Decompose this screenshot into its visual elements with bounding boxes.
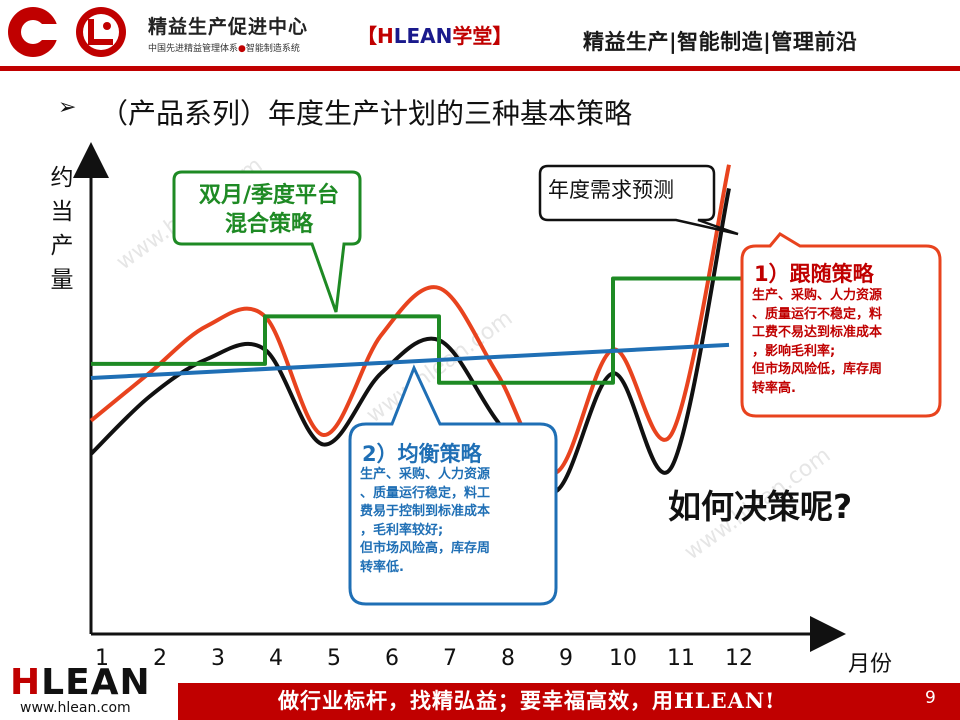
x-tick-label: 12	[725, 646, 753, 671]
demand-forecast-callout	[538, 164, 739, 236]
chase-strategy-description: 生产、采购、人力资源 、质量运行不稳定，料 工费不易达到标准成本 ，影响毛利率;…	[752, 288, 883, 396]
slide-title: （产品系列）年度生产计划的三种基本策略	[100, 97, 633, 130]
page-number: 9	[925, 688, 936, 708]
series-line-3	[91, 276, 787, 385]
level-strategy-title: 2）均衡策略	[362, 442, 482, 466]
y-axis-label-char: 产	[50, 233, 74, 259]
x-tick-label: 7	[443, 646, 457, 671]
footer-url: www.hlean.com	[20, 700, 131, 716]
footer-slogan: 做行业标杆，找精弘益；要幸福高效，用HLEAN!	[278, 688, 776, 713]
footer-bar	[178, 683, 960, 720]
demand-forecast-label: 年度需求预测	[548, 178, 674, 202]
hlean-school-tag: 【HLEAN学堂】	[357, 24, 513, 48]
x-tick-label: 2	[153, 646, 167, 671]
org-tagline: 中国先进精益管理体系●智能制造系统	[148, 44, 300, 54]
x-tick-label: 5	[327, 646, 341, 671]
x-tick-label: 8	[501, 646, 515, 671]
org-name: 精益生产促进中心	[148, 16, 309, 38]
chase-strategy-callout	[740, 232, 942, 418]
level-strategy-callout	[348, 364, 558, 606]
y-axis-label-char: 当	[50, 199, 74, 225]
logo-icon	[8, 7, 126, 57]
chart-axes	[73, 142, 846, 652]
x-tick-label: 3	[211, 646, 225, 671]
chase-strategy-title: 1）跟随策略	[754, 262, 874, 286]
header-divider	[0, 66, 960, 71]
footer-logo: HLEAN	[10, 662, 151, 703]
x-tick-label: 10	[609, 646, 637, 671]
header-slogan: 精益生产|智能制造|管理前沿	[583, 30, 858, 54]
mixed-strategy-title: 双月/季度平台 混合策略	[198, 183, 340, 237]
decision-question: 如何决策呢?	[668, 487, 853, 526]
series-line-4	[90, 342, 730, 381]
bullet-arrow-icon: ➢	[58, 95, 77, 120]
series-line-1	[89, 188, 731, 495]
x-tick-label: 1	[95, 646, 109, 671]
mixed-strategy-callout	[172, 170, 362, 313]
x-tick-label: 9	[559, 646, 573, 671]
series-line-2	[89, 164, 731, 475]
level-strategy-description: 生产、采购、人力资源 、质量运行稳定，料工 费易于控制到标准成本 ，毛利率较好;…	[360, 467, 491, 575]
y-axis-label-char: 量	[50, 267, 74, 293]
x-tick-label: 4	[269, 646, 283, 671]
x-tick-label: 11	[667, 646, 695, 671]
x-tick-label: 6	[385, 646, 399, 671]
y-axis-label-char: 约	[50, 165, 74, 191]
x-axis-label: 月份	[848, 652, 893, 677]
